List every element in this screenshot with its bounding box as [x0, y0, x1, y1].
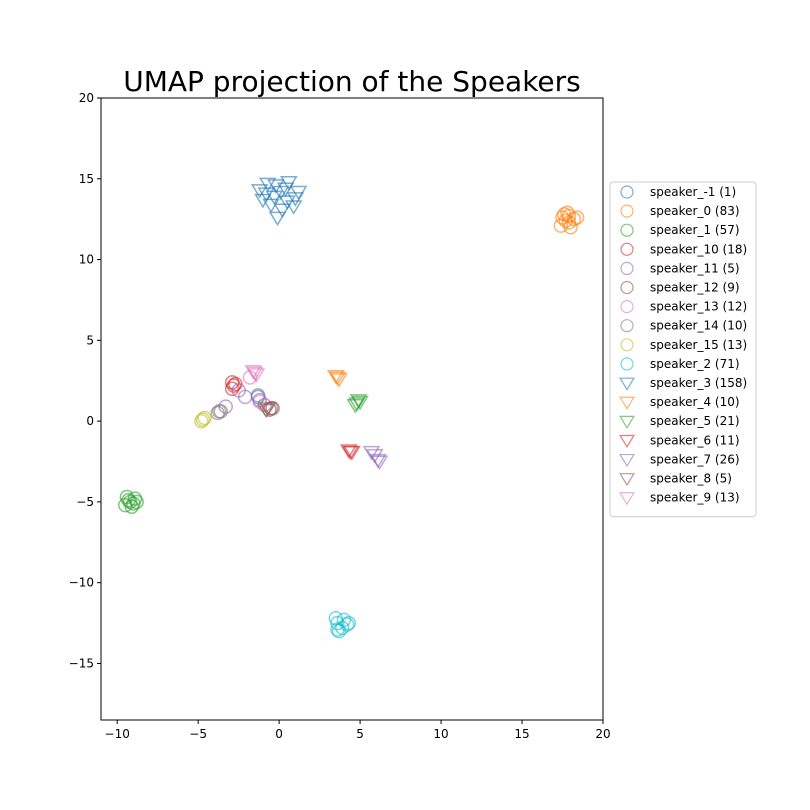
x-tick-label: 10	[433, 727, 448, 741]
legend-marker	[620, 357, 634, 371]
data-point	[252, 394, 267, 409]
legend-label: speaker_-1 (1)	[650, 185, 736, 199]
y-tick-label: 20	[79, 91, 94, 105]
data-point	[197, 410, 212, 426]
legend-label: speaker_4 (10)	[650, 395, 740, 409]
data-point	[339, 617, 355, 632]
legend-marker	[620, 242, 634, 256]
legend-label: speaker_12 (9)	[650, 281, 740, 295]
data-point	[194, 413, 209, 429]
chart-title: UMAP projection of the Speakers	[123, 65, 581, 98]
x-tick-label: −10	[105, 727, 130, 741]
data-point	[326, 369, 345, 385]
data-point	[284, 200, 303, 215]
legend-marker	[619, 434, 635, 449]
legend-label: speaker_0 (83)	[650, 204, 740, 218]
legend-marker	[620, 280, 634, 295]
data-point	[339, 444, 358, 459]
data-point	[343, 445, 361, 461]
y-tick-label: 10	[79, 253, 94, 267]
y-tick-label: −5	[76, 495, 94, 509]
legend-marker	[619, 415, 635, 429]
y-tick-label: 0	[86, 414, 94, 428]
y-tick-label: 15	[79, 172, 94, 186]
data-point	[258, 402, 277, 417]
data-point	[231, 383, 246, 398]
legend: speaker_-1 (1) speaker_0 (83) speaker_1 (5…	[609, 181, 757, 518]
legend-label: speaker_6 (11)	[650, 433, 740, 447]
y-tick-label: 5	[86, 333, 94, 347]
legend-label: speaker_11 (5)	[650, 261, 740, 275]
x-tick-label: 20	[595, 727, 610, 741]
data-point	[289, 185, 308, 201]
y-tick-label: −10	[69, 576, 94, 590]
data-point	[362, 445, 381, 461]
legend-label: speaker_13 (12)	[650, 300, 747, 314]
legend-label: speaker_2 (71)	[650, 357, 740, 371]
data-point	[244, 365, 263, 380]
data-point	[349, 394, 368, 409]
legend-label: speaker_7 (26)	[650, 452, 740, 466]
data-points	[118, 176, 585, 639]
data-point	[265, 190, 284, 206]
y-tick-label: −15	[69, 656, 94, 670]
legend-label: speaker_9 (13)	[650, 491, 740, 505]
legend-label: speaker_8 (5)	[650, 472, 732, 486]
legend-marker	[620, 261, 634, 275]
data-point	[369, 453, 387, 469]
x-tick-label: 5	[356, 727, 364, 741]
legend-label: speaker_5 (21)	[650, 414, 740, 428]
data-point	[278, 195, 297, 210]
data-point	[258, 177, 277, 193]
data-point	[247, 368, 266, 383]
legend-marker	[619, 473, 635, 487]
legend-marker	[619, 492, 635, 506]
data-point	[273, 203, 292, 219]
legend-label: speaker_1 (57)	[650, 223, 740, 237]
x-tick-label: 0	[275, 727, 283, 741]
data-point	[280, 176, 298, 191]
data-point	[271, 185, 290, 201]
legend-marker	[620, 338, 634, 352]
legend-marker	[620, 223, 634, 237]
data-point	[330, 373, 348, 388]
x-tick-label: −5	[189, 727, 207, 741]
legend-marker	[620, 185, 634, 199]
x-axis: −10 −5 0 5 10 15 20	[105, 720, 611, 741]
data-point	[268, 211, 287, 227]
legend-marker	[619, 396, 635, 410]
legend-marker	[619, 453, 635, 468]
legend-label: speaker_3 (158)	[650, 376, 747, 390]
data-point	[254, 193, 272, 209]
x-tick-label: 15	[514, 727, 529, 741]
data-point	[195, 412, 211, 427]
y-axis: −15 −10 −5 0 5 10 15 20	[69, 91, 101, 670]
data-point	[250, 184, 269, 199]
data-point	[124, 499, 140, 514]
legend-marker	[620, 319, 634, 333]
legend-label: speaker_14 (10)	[650, 319, 747, 333]
legend-label: speaker_10 (18)	[650, 242, 747, 256]
legend-marker	[620, 204, 634, 218]
data-point	[561, 208, 577, 224]
legend-marker	[619, 377, 635, 391]
data-point	[213, 404, 229, 419]
plot-area	[100, 97, 604, 721]
legend-marker	[620, 300, 634, 314]
data-point	[250, 388, 266, 403]
legend-box	[609, 181, 757, 518]
legend-label: speaker_15 (13)	[650, 338, 747, 352]
